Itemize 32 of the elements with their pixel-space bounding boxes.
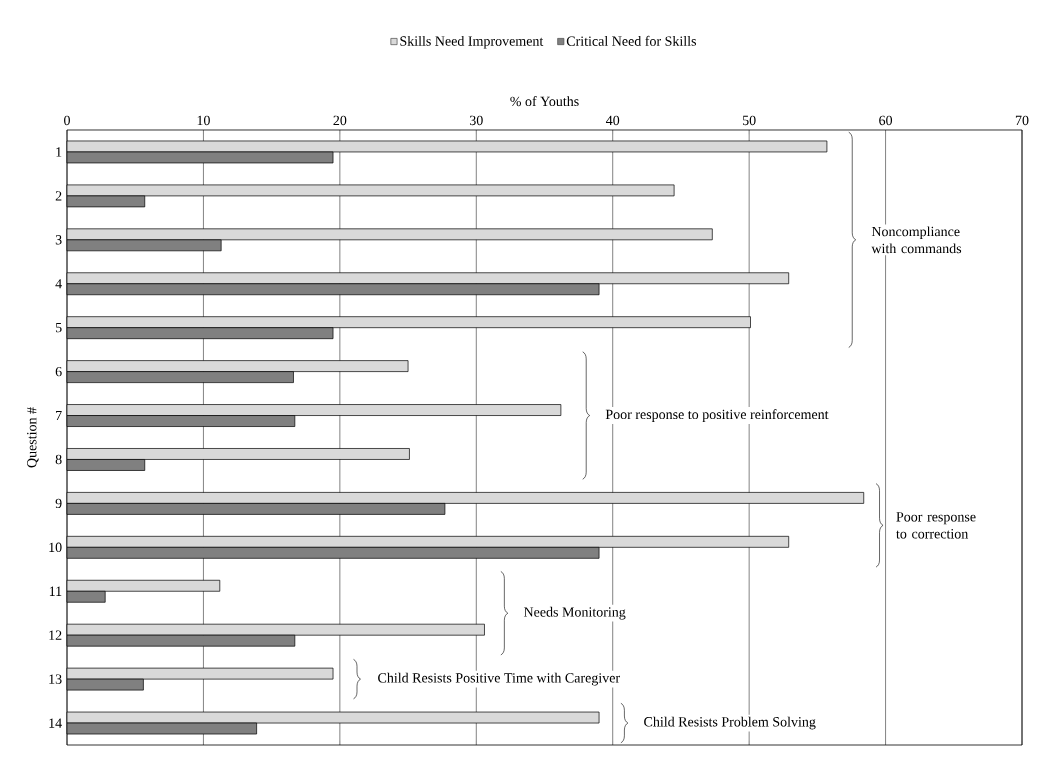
annotation: Child Resists Problem Solving: [644, 716, 816, 730]
y-tick-label: 6: [55, 366, 62, 377]
y-tick-label: 11: [49, 586, 62, 596]
y-tick-label: 8: [55, 454, 62, 465]
legend-label: Skills Need Improvement: [400, 35, 544, 49]
y-tick-label: 12: [49, 630, 62, 640]
y-tick-label: 2: [55, 191, 62, 201]
legend-label: Critical Need for Skills: [566, 35, 697, 46]
y-tick-label: 13: [49, 674, 62, 684]
annotation: Poor response to correction: [896, 512, 976, 539]
y-tick-label: 7: [56, 410, 62, 421]
y-axis-title: Question #: [27, 407, 39, 468]
annotation: Poor response to positive reinforcement: [605, 409, 829, 422]
x-tick-label: 30: [469, 115, 483, 126]
y-tick-label: 4: [55, 279, 62, 289]
x-tick-label: 10: [197, 115, 210, 126]
x-tick-label: 60: [879, 115, 893, 126]
y-tick-label: 5: [55, 323, 62, 333]
x-tick-label: 70: [1015, 115, 1029, 126]
y-tick-label: 3: [55, 235, 62, 245]
annotation: Child Resists Positive Time with Caregiver: [378, 672, 620, 686]
annotation: Noncompliance with commands: [871, 226, 962, 254]
x-tick-label: 20: [333, 115, 347, 126]
annotation: Needs Monitoring: [523, 606, 626, 620]
y-tick-label: 10: [49, 542, 62, 553]
x-tick-label: 40: [605, 115, 620, 126]
x-tick-label: 50: [742, 115, 756, 126]
y-tick-label: 9: [55, 498, 62, 509]
y-tick-label: 1: [56, 147, 62, 157]
x-tick-label: 0: [64, 115, 70, 126]
x-axis-title: % of Youths: [510, 96, 579, 107]
y-tick-label: 14: [49, 718, 62, 728]
